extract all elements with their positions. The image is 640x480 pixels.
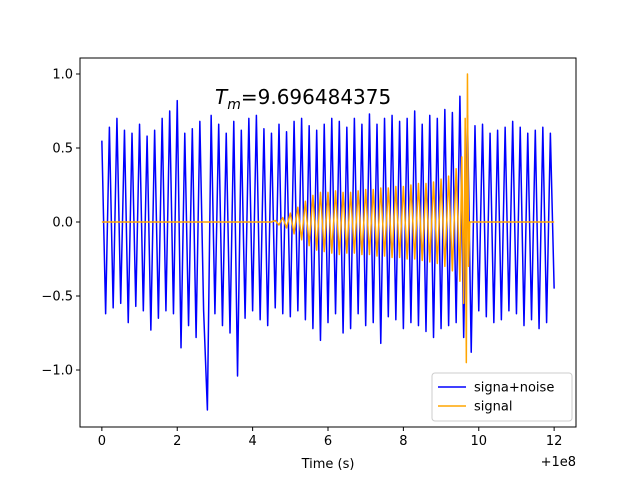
annotation-subscript: m: [227, 97, 241, 113]
plot-area: [101, 73, 555, 411]
x-tick-label: 4: [248, 434, 256, 449]
y-tick-label: −0.5: [41, 290, 73, 305]
x-tick-label: 0: [98, 434, 106, 449]
x-tick-label: 2: [173, 434, 181, 449]
annotation-text: =9.696484375: [241, 85, 391, 109]
legend-box: [431, 372, 573, 422]
x-tick-label: 12: [546, 434, 563, 449]
annotation: Tm=9.696484375: [215, 85, 391, 113]
legend-label: signal: [474, 400, 512, 415]
legend-label: signa+noise: [474, 381, 554, 396]
x-tick-label: 8: [399, 434, 407, 449]
y-tick-label: 0.5: [52, 141, 73, 156]
x-tick-label: 6: [324, 434, 332, 449]
annotation-symbol: T: [215, 85, 229, 109]
y-tick-label: −1.0: [41, 364, 73, 379]
y-tick-label: 0.0: [52, 216, 73, 231]
x-axis-label: Time (s): [301, 457, 355, 472]
x-offset-label: +1e8: [541, 455, 576, 470]
y-tick-label: 1.0: [52, 67, 73, 82]
series-line: [101, 73, 555, 364]
x-tick-label: 10: [470, 434, 487, 449]
series-line: [101, 95, 555, 411]
